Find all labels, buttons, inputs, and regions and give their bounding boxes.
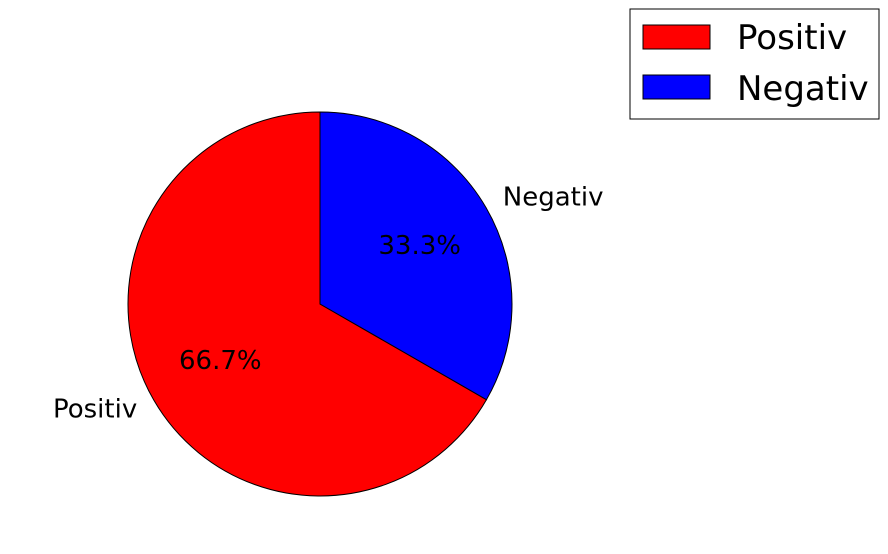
legend-swatch-negativ: [642, 74, 711, 100]
legend-label-positiv: Positiv: [737, 18, 847, 58]
percent-label-negativ: 33.3%: [378, 231, 461, 261]
legend-label-negativ: Negativ: [737, 69, 869, 109]
legend-swatch-positiv: [642, 24, 711, 50]
percent-label-positiv: 66.7%: [179, 346, 262, 376]
pie-slice-negativ: [319, 111, 513, 401]
pie-plot: Positiv Negativ 66.7% 33.3%: [53, 111, 604, 497]
slice-label-positiv: Positiv: [53, 394, 137, 424]
legend: Positiv Negativ: [629, 8, 880, 120]
slice-label-negativ: Negativ: [503, 183, 604, 213]
pie-slice-positiv: [127, 111, 488, 497]
